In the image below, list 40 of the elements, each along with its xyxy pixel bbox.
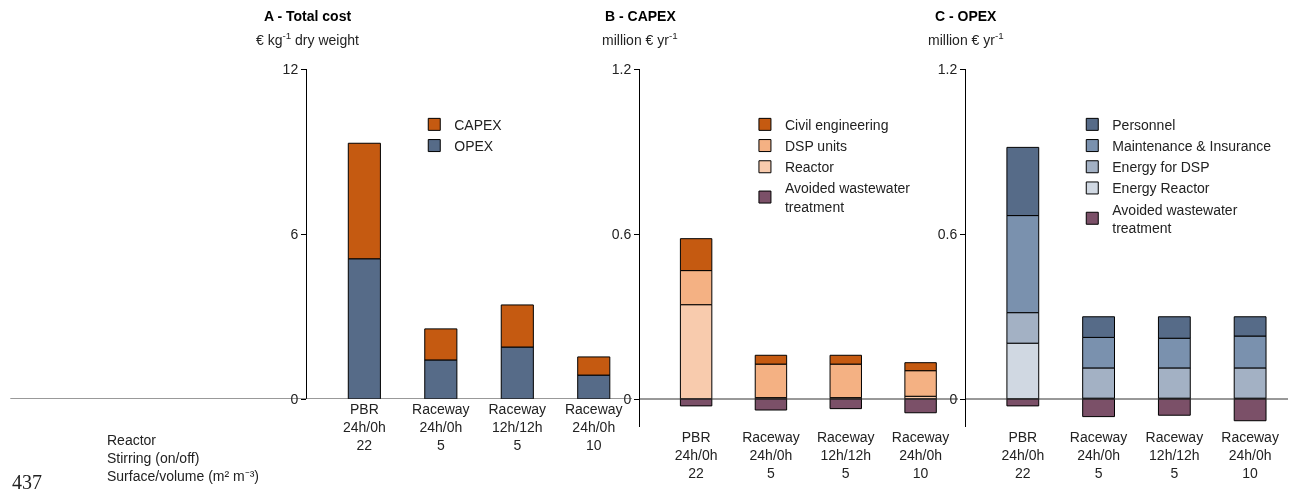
y-axis-title: million € yr$^{-1}$ [928, 30, 1004, 48]
y-tick-label: 12 [282, 60, 299, 77]
y-tick-label: 0 [623, 390, 632, 407]
y-axis-title: million € yr$^{-1}$ [602, 30, 678, 48]
y-tick-label: 0.6 [937, 225, 958, 242]
y-tick-label: 0 [949, 390, 958, 407]
y-tick-label: 1.2 [937, 60, 958, 77]
x-tick-label: Raceway 24h/0h 5 [1069, 428, 1128, 481]
legend-label: Avoided wastewater treatment [1112, 201, 1238, 236]
text: Reactor Stirring (on/off) Surface/volume (m² m⁻³) [107, 432, 260, 485]
legend-label: Avoided wastewater treatment [784, 180, 911, 215]
x-tick-label: Raceway 24h/0h 10 [891, 428, 950, 481]
legend-label: CAPEX [454, 116, 503, 133]
x-tick-label: Raceway 12h/12h 5 [816, 428, 875, 481]
legend-label: Civil engineering [784, 116, 889, 133]
chart-title: B - CAPEX [605, 8, 677, 24]
x-tick-label: Raceway 24h/0h 10 [564, 401, 623, 454]
x-tick-label: Raceway 24h/0h 10 [1221, 428, 1279, 481]
legend-label: Energy for DSP [1112, 159, 1210, 176]
chart-title: A - Total cost [264, 8, 352, 24]
y-axis-title: € kg$^{-1}$ dry weight [256, 30, 359, 48]
legend-label: Personnel [1112, 116, 1176, 133]
legend-label: Reactor [784, 159, 835, 176]
x-tick-label: Raceway 12h/12h 5 [488, 401, 547, 454]
x-tick-label: Raceway 24h/0h 5 [412, 401, 470, 454]
x-tick-label: Raceway 24h/0h 5 [742, 428, 800, 481]
y-tick-label: 1.2 [611, 60, 632, 77]
x-tick-label: PBR 24h/0h 22 [674, 428, 718, 481]
y-tick-label: 0.6 [611, 225, 632, 242]
x-tick-label: PBR 24h/0h 22 [342, 401, 386, 454]
legend-label: OPEX [454, 138, 494, 155]
y-tick-label: 6 [290, 225, 299, 242]
legend-label: Maintenance & Insurance [1112, 138, 1272, 155]
y-tick-label: 0 [290, 390, 299, 407]
legend-label: DSP units [784, 138, 847, 155]
text: 437 [12, 471, 42, 493]
x-tick-label: Raceway 12h/12h 5 [1145, 428, 1204, 481]
x-tick-label: PBR 24h/0h 22 [1001, 428, 1045, 481]
chart-title: C - OPEX [935, 8, 998, 24]
legend-label: Energy Reactor [1112, 180, 1210, 197]
